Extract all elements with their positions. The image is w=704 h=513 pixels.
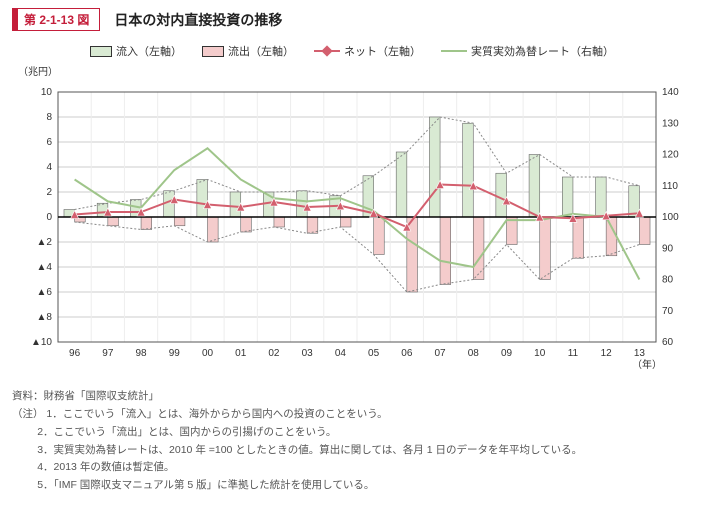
- xtick: 03: [302, 348, 314, 359]
- ytick-right: 90: [662, 243, 674, 254]
- ytick-left: 6: [46, 137, 52, 148]
- y-left-title: （兆円）: [18, 63, 692, 78]
- xtick: 99: [169, 348, 181, 359]
- xtick: 08: [468, 348, 480, 359]
- bar-outflow: [473, 217, 484, 280]
- xtick: 96: [69, 348, 81, 359]
- bar-inflow: [529, 155, 540, 218]
- ytick-left: 2: [46, 187, 52, 198]
- xtick: 02: [268, 348, 280, 359]
- bar-outflow: [573, 217, 584, 258]
- footnote: 3．実質実効為替レートは、2010 年 =100 としたときの値。算出に関しては…: [12, 442, 692, 460]
- swatch-outflow: [202, 46, 224, 57]
- xtick: 05: [368, 348, 380, 359]
- legend-inflow-label: 流入（左軸）: [116, 43, 182, 59]
- legend: 流入（左軸） 流出（左軸） ネット（左軸） 実質実効為替レート（右軸）: [12, 43, 692, 59]
- legend-net-label: ネット（左軸）: [344, 43, 421, 59]
- footer-notes: 資料：財務省「国際収支統計」 （注） 1．ここでいう「流入」とは、海外からから国…: [12, 388, 692, 495]
- bar-inflow: [197, 180, 208, 218]
- legend-inflow: 流入（左軸）: [90, 43, 182, 59]
- ytick-right: 100: [662, 212, 679, 223]
- ytick-left: ▲2: [37, 237, 53, 248]
- legend-outflow: 流出（左軸）: [202, 43, 294, 59]
- swatch-reer: [441, 50, 467, 52]
- footnote: （注） 1．ここでいう「流入」とは、海外からから国内への投資のことをいう。: [12, 406, 692, 424]
- chart-svg: 1086420▲2▲4▲6▲8▲101401301201101009080706…: [12, 78, 692, 378]
- ytick-right: 140: [662, 87, 679, 98]
- bar-outflow: [174, 217, 185, 226]
- figure-title: 日本の対内直接投資の推移: [114, 10, 282, 30]
- bar-inflow: [596, 177, 607, 217]
- swatch-inflow: [90, 46, 112, 57]
- ytick-right: 110: [662, 181, 678, 192]
- source-line: 資料：財務省「国際収支統計」: [12, 388, 692, 406]
- figure-badge: 第 2-1-13 図: [12, 8, 100, 31]
- ytick-right: 130: [662, 118, 679, 129]
- bar-outflow: [639, 217, 650, 245]
- ytick-left: 4: [46, 162, 52, 173]
- bar-outflow: [108, 217, 119, 226]
- bar-inflow: [463, 123, 474, 217]
- bar-outflow: [540, 217, 551, 280]
- ytick-right: 70: [662, 306, 674, 317]
- legend-net: ネット（左軸）: [314, 43, 421, 59]
- bar-outflow: [440, 217, 451, 285]
- legend-reer-label: 実質実効為替レート（右軸）: [471, 43, 614, 59]
- xtick: 11: [568, 348, 579, 359]
- xtick: 07: [434, 348, 446, 359]
- bar-outflow: [241, 217, 252, 232]
- bar-outflow: [340, 217, 351, 227]
- ytick-left: 0: [46, 212, 52, 223]
- bar-inflow: [429, 117, 440, 217]
- bar-inflow: [230, 192, 241, 217]
- ytick-right: 60: [662, 337, 674, 348]
- xtick: 13: [634, 348, 646, 359]
- ytick-left: 10: [41, 87, 53, 98]
- bar-inflow: [297, 191, 308, 217]
- bar-outflow: [141, 217, 152, 230]
- xtick: 09: [501, 348, 513, 359]
- chart: 1086420▲2▲4▲6▲8▲101401301201101009080706…: [12, 78, 692, 378]
- ytick-left: 8: [46, 112, 52, 123]
- ytick-left: ▲8: [37, 312, 53, 323]
- bar-outflow: [274, 217, 285, 227]
- ytick-left: ▲4: [37, 262, 53, 273]
- x-title: （年）: [632, 358, 662, 371]
- bar-outflow: [374, 217, 385, 255]
- legend-reer: 実質実効為替レート（右軸）: [441, 43, 614, 59]
- xtick: 10: [534, 348, 546, 359]
- bar-outflow: [208, 217, 219, 242]
- xtick: 97: [102, 348, 114, 359]
- xtick: 00: [202, 348, 214, 359]
- bar-inflow: [396, 152, 407, 217]
- bar-inflow: [496, 173, 507, 217]
- xtick: 01: [235, 348, 247, 359]
- bar-inflow: [562, 177, 573, 217]
- ytick-left: ▲6: [37, 287, 53, 298]
- ytick-left: ▲10: [31, 337, 52, 348]
- figure-header: 第 2-1-13 図 日本の対内直接投資の推移: [12, 8, 692, 31]
- bar-outflow: [307, 217, 318, 233]
- footnote: 4．2013 年の数値は暫定値。: [12, 459, 692, 477]
- legend-outflow-label: 流出（左軸）: [228, 43, 294, 59]
- xtick: 98: [135, 348, 147, 359]
- bar-outflow: [606, 217, 617, 256]
- xtick: 04: [335, 348, 347, 359]
- swatch-net: [314, 50, 340, 52]
- ytick-right: 80: [662, 275, 674, 286]
- ytick-right: 120: [662, 150, 679, 161]
- footnote: 5．「IMF 国際収支マニュアル第 5 版」に準拠した統計を使用している。: [12, 477, 692, 495]
- xtick: 12: [601, 348, 613, 359]
- xtick: 06: [401, 348, 413, 359]
- footnote: 2．ここでいう「流出」とは、国内からの引揚げのことをいう。: [12, 424, 692, 442]
